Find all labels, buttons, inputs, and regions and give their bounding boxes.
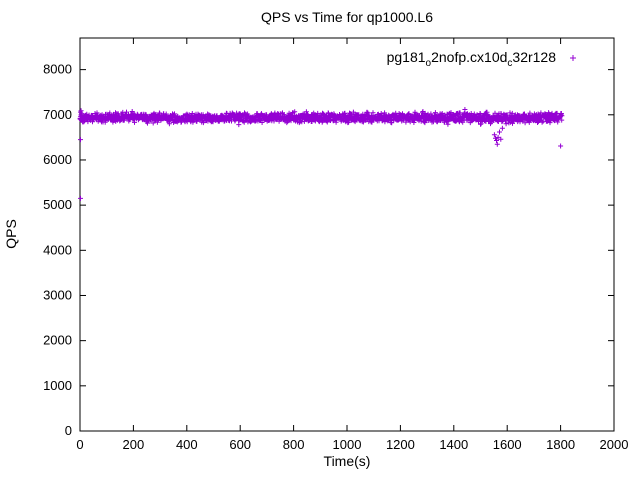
x-tick-label: 800 (283, 437, 305, 452)
y-tick-label: 6000 (43, 152, 72, 167)
y-tick-label: 7000 (43, 107, 72, 122)
y-tick-label: 4000 (43, 242, 72, 257)
x-tick-label: 1200 (386, 437, 415, 452)
x-tick-label: 600 (229, 437, 251, 452)
x-tick-label: 1000 (333, 437, 362, 452)
y-tick-label: 0 (65, 423, 72, 438)
x-tick-label: 1600 (493, 437, 522, 452)
x-tick-label: 2000 (600, 437, 629, 452)
y-tick-label: 3000 (43, 287, 72, 302)
x-tick-label: 1800 (546, 437, 575, 452)
y-tick-label: 8000 (43, 62, 72, 77)
plot-dynamic-layer: 0 200 400 600 800 1000 1200 1400 1600 1800 2000 0 10… (43, 37, 629, 452)
chart-title: QPS vs Time for qp1000.L6 (261, 9, 433, 25)
scatter-points (77, 107, 565, 201)
plot-border (79, 37, 615, 432)
x-tick-label: 0 (76, 437, 83, 452)
x-tick-label: 200 (123, 437, 145, 452)
x-axis-label: Time(s) (324, 453, 371, 469)
legend-marker (570, 55, 576, 61)
y-tick-label: 1000 (43, 378, 72, 393)
legend-label: pg181o2nofp.cx10dc32r128 (387, 49, 557, 69)
x-tick-label: 1400 (439, 437, 468, 452)
y-tick-label: 2000 (43, 333, 72, 348)
y-tick-label: 5000 (43, 197, 72, 212)
x-tick-label: 400 (176, 437, 198, 452)
y-axis-label: QPS (3, 219, 19, 249)
